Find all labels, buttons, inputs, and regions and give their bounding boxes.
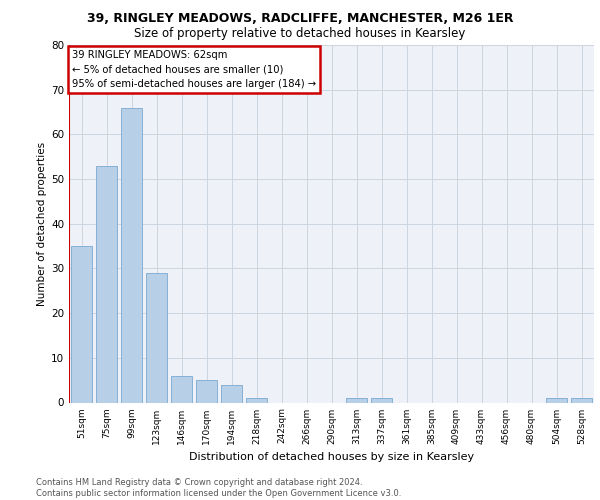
Y-axis label: Number of detached properties: Number of detached properties: [37, 142, 47, 306]
Bar: [571, 398, 592, 402]
Text: 39, RINGLEY MEADOWS, RADCLIFFE, MANCHESTER, M26 1ER: 39, RINGLEY MEADOWS, RADCLIFFE, MANCHEST…: [87, 12, 513, 26]
Bar: [146, 273, 167, 402]
Text: Contains HM Land Registry data © Crown copyright and database right 2024.
Contai: Contains HM Land Registry data © Crown c…: [36, 478, 401, 498]
Bar: [71, 246, 92, 402]
Bar: [546, 398, 567, 402]
Bar: [246, 398, 267, 402]
Text: 39 RINGLEY MEADOWS: 62sqm
← 5% of detached houses are smaller (10)
95% of semi-d: 39 RINGLEY MEADOWS: 62sqm ← 5% of detach…: [71, 50, 316, 89]
Bar: [171, 376, 192, 402]
Text: Size of property relative to detached houses in Kearsley: Size of property relative to detached ho…: [134, 28, 466, 40]
Bar: [221, 384, 242, 402]
Bar: [371, 398, 392, 402]
Bar: [121, 108, 142, 403]
Bar: [96, 166, 117, 402]
Bar: [196, 380, 217, 402]
X-axis label: Distribution of detached houses by size in Kearsley: Distribution of detached houses by size …: [189, 452, 474, 462]
Bar: [346, 398, 367, 402]
